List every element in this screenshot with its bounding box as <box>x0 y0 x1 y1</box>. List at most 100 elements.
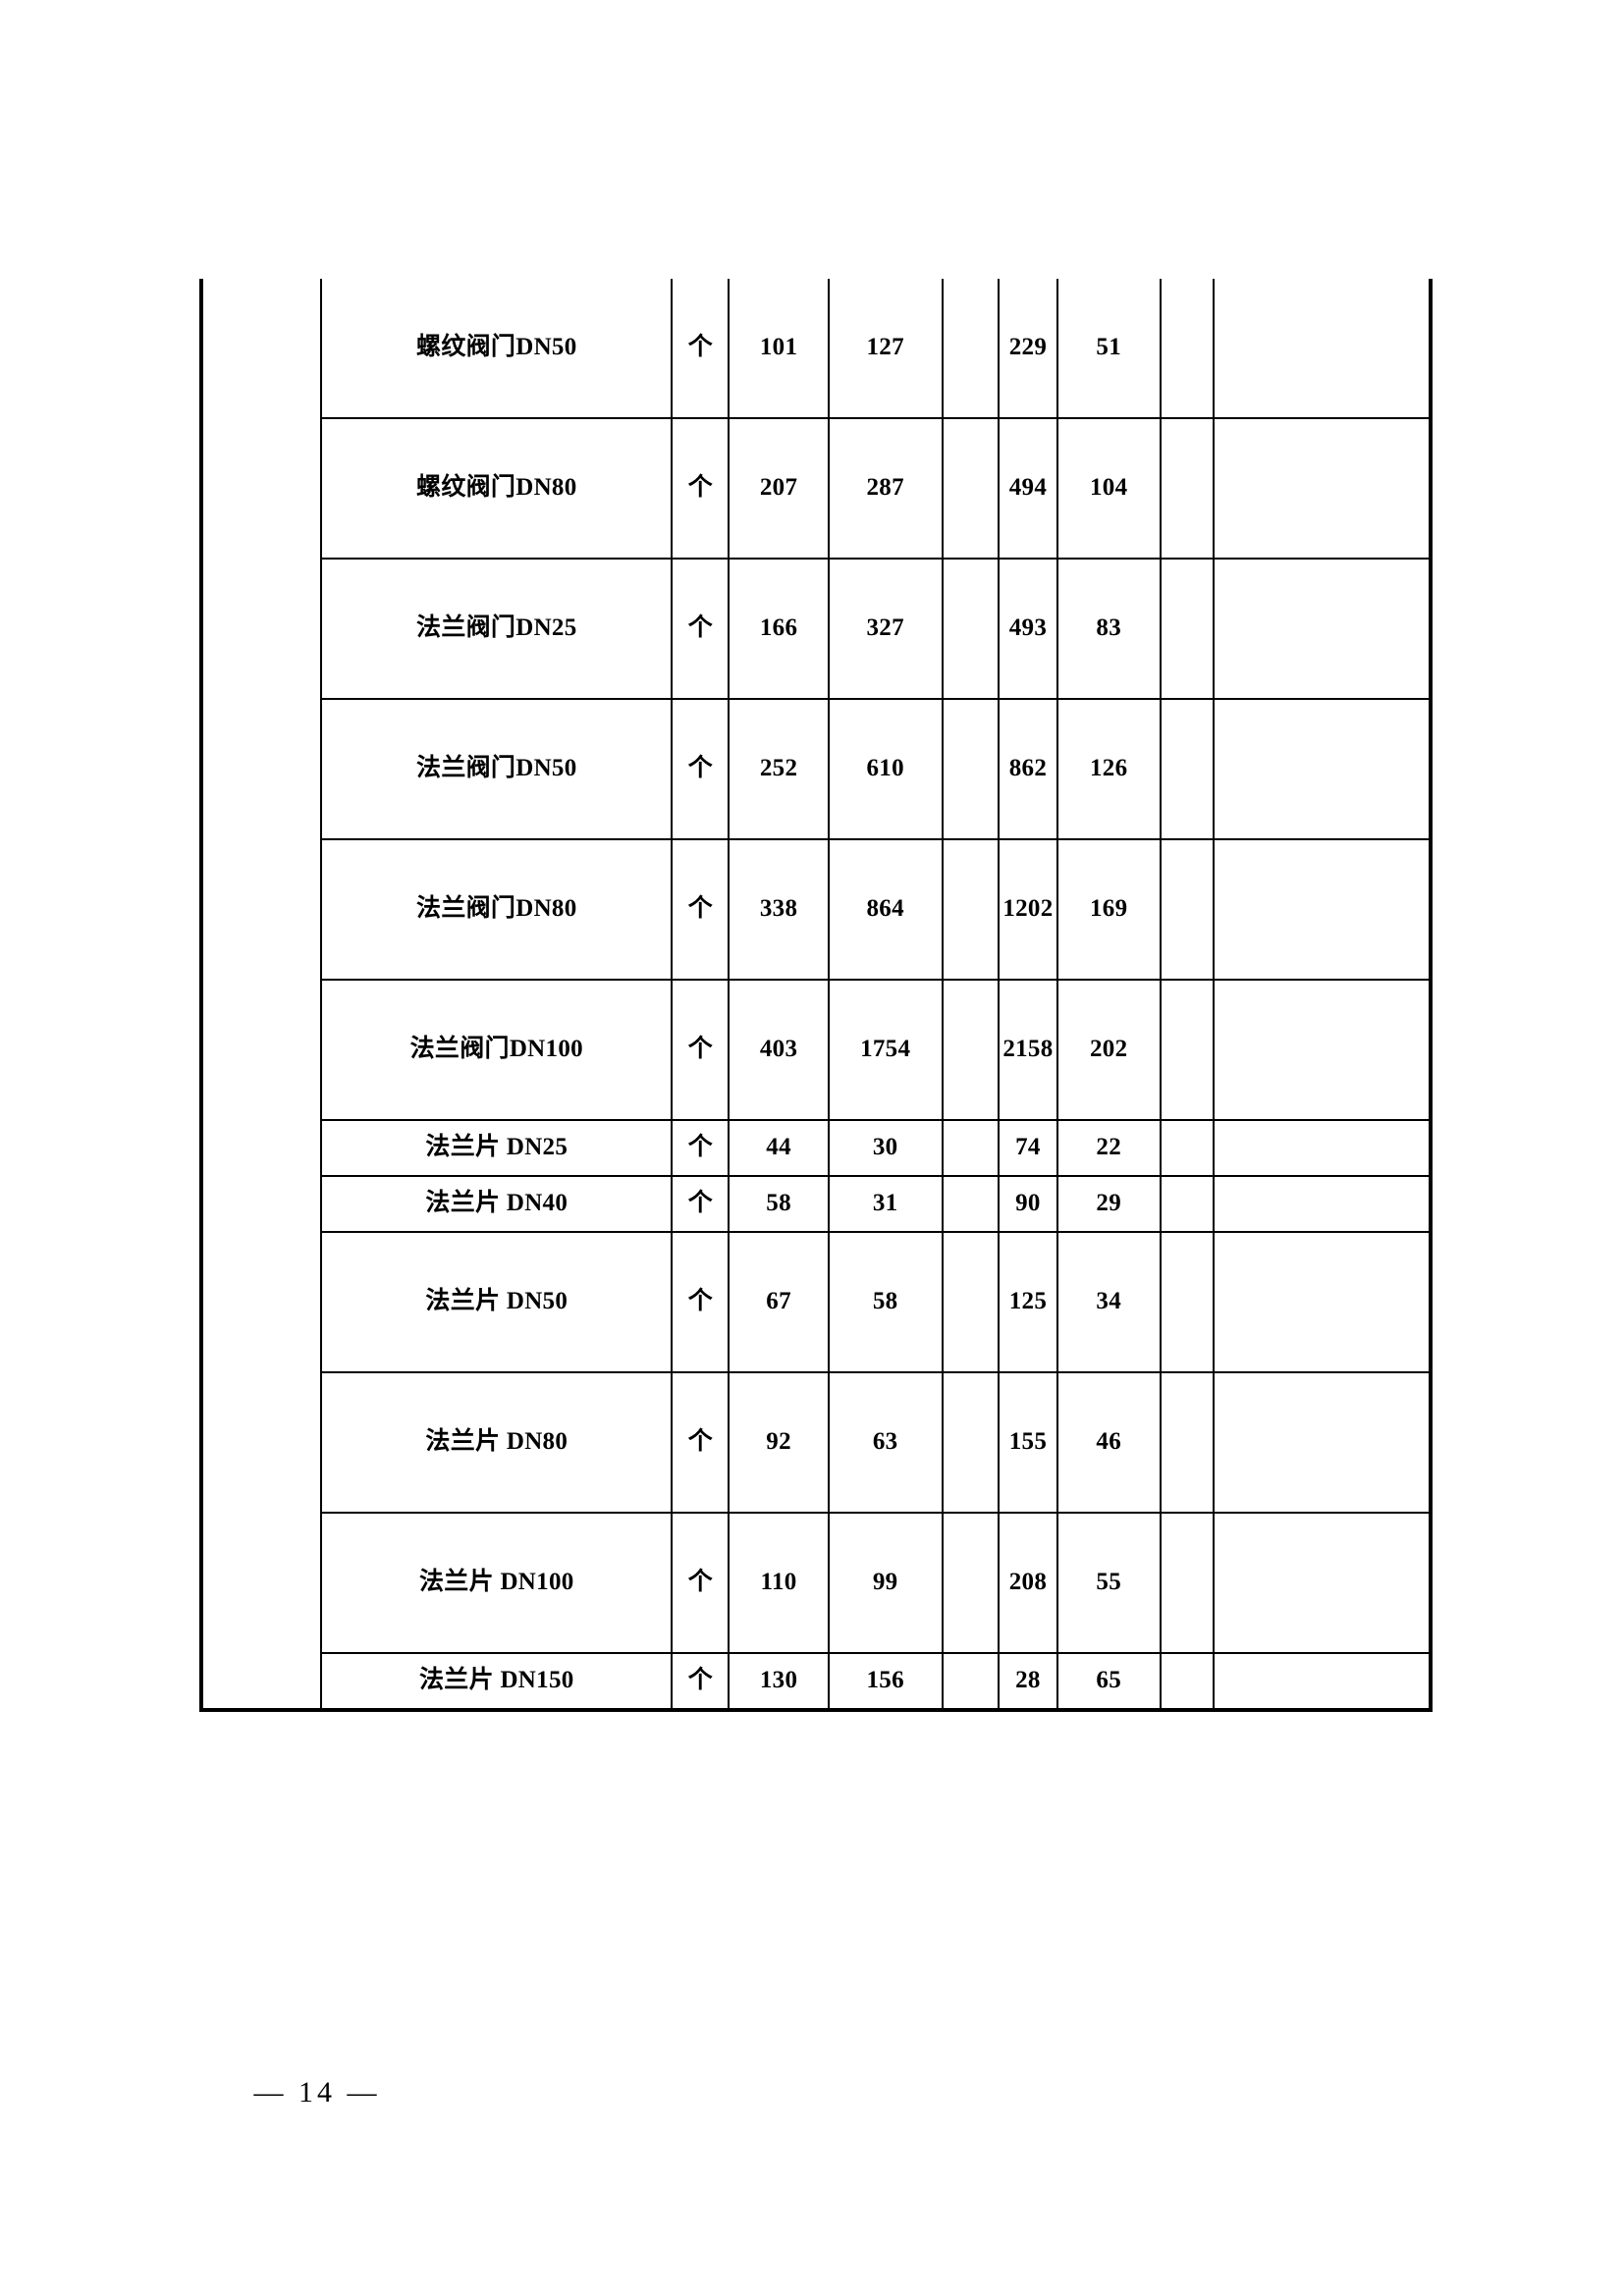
cell-g <box>1213 559 1431 700</box>
cell-a: 166 <box>729 559 830 700</box>
cell-g <box>1213 1232 1431 1373</box>
table-row: 法兰片 DN80 个 92 63 155 46 <box>201 1372 1431 1514</box>
cell-b: 58 <box>828 1232 944 1373</box>
cell-unit: 个 <box>672 980 731 1121</box>
cell-f <box>1160 1372 1215 1514</box>
cell-b: 30 <box>828 1120 944 1177</box>
cell-name: 法兰片 DN40 <box>321 1176 674 1233</box>
cell-d: 90 <box>999 1176 1058 1233</box>
cell-b: 31 <box>828 1176 944 1233</box>
cell-g <box>1213 1513 1431 1654</box>
cell-b: 1754 <box>828 980 944 1121</box>
cell-unit: 个 <box>672 1120 731 1177</box>
cell-g <box>1213 1176 1431 1233</box>
cell-unit: 个 <box>672 839 731 981</box>
cell-d: 862 <box>999 699 1058 840</box>
cell-d: 125 <box>999 1232 1058 1373</box>
cell-name: 螺纹阀门DN50 <box>321 279 674 419</box>
cell-a: 44 <box>729 1120 830 1177</box>
cell-name: 法兰片 DN50 <box>321 1232 674 1373</box>
cell-f <box>1160 418 1215 560</box>
cell-c <box>942 559 1001 700</box>
cell-unit: 个 <box>672 559 731 700</box>
table-row: 法兰阀门DN100 个 403 1754 2158 202 <box>201 980 1431 1121</box>
cell-e: 126 <box>1056 699 1162 840</box>
cell-unit: 个 <box>672 1232 731 1373</box>
cell-name: 法兰阀门DN100 <box>321 980 674 1121</box>
cell-name: 法兰阀门DN80 <box>321 839 674 981</box>
cell-g <box>1213 699 1431 840</box>
cell-unit: 个 <box>672 699 731 840</box>
cell-unit: 个 <box>672 418 731 560</box>
cell-f <box>1160 1232 1215 1373</box>
cell-e: 104 <box>1056 418 1162 560</box>
cell-f <box>1160 279 1215 419</box>
table-row: 法兰片 DN50 个 67 58 125 34 <box>201 1232 1431 1373</box>
cell-d: 229 <box>999 279 1058 419</box>
cell-c <box>942 1176 1001 1233</box>
cell-g <box>1213 1372 1431 1514</box>
cell-unit: 个 <box>672 1372 731 1514</box>
cell-name: 螺纹阀门DN80 <box>321 418 674 560</box>
cell-c <box>942 1513 1001 1654</box>
cell-b: 156 <box>828 1653 944 1710</box>
table-row: 法兰阀门DN80 个 338 864 1202 169 <box>201 839 1431 981</box>
cell-a: 207 <box>729 418 830 560</box>
cell-c <box>942 279 1001 419</box>
table-row: 法兰片 DN150 个 130 156 28 65 <box>201 1653 1431 1710</box>
cell-e: 83 <box>1056 559 1162 700</box>
table-row: 法兰阀门DN50 个 252 610 862 126 <box>201 699 1431 840</box>
cell-b: 63 <box>828 1372 944 1514</box>
cell-name: 法兰阀门DN25 <box>321 559 674 700</box>
cell-f <box>1160 1176 1215 1233</box>
cell-name: 法兰片 DN150 <box>321 1653 674 1710</box>
cell-f <box>1160 559 1215 700</box>
cell-d: 494 <box>999 418 1058 560</box>
cell-c <box>942 1372 1001 1514</box>
cell-unit: 个 <box>672 1176 731 1233</box>
cell-name: 法兰片 DN100 <box>321 1513 674 1654</box>
cell-a: 101 <box>729 279 830 419</box>
price-table-container: 螺纹阀门DN50 个 101 127 229 51 螺纹阀门DN80 个 207 287 494 10… <box>199 279 1433 1712</box>
cell-d: 493 <box>999 559 1058 700</box>
cell-c <box>942 980 1001 1121</box>
cell-e: 65 <box>1056 1653 1162 1710</box>
table-row: 螺纹阀门DN80 个 207 287 494 104 <box>201 418 1431 560</box>
page-number: — 14 — <box>253 2076 381 2109</box>
cell-g <box>1213 279 1431 419</box>
cell-e: 22 <box>1056 1120 1162 1177</box>
cell-g <box>1213 418 1431 560</box>
cell-d: 28 <box>999 1653 1058 1710</box>
cell-e: 169 <box>1056 839 1162 981</box>
cell-d: 208 <box>999 1513 1058 1654</box>
cell-unit: 个 <box>672 279 731 419</box>
cell-b: 99 <box>828 1513 944 1654</box>
cell-e: 55 <box>1056 1513 1162 1654</box>
table-row: 螺纹阀门DN50 个 101 127 229 51 <box>201 279 1431 1711</box>
cell-d: 2158 <box>999 980 1058 1121</box>
cell-name: 法兰阀门DN50 <box>321 699 674 840</box>
cell-f <box>1160 839 1215 981</box>
cell-e: 29 <box>1056 1176 1162 1233</box>
price-table: 螺纹阀门DN50 个 101 127 229 51 螺纹阀门DN80 个 207 287 494 10… <box>199 279 1433 1712</box>
cell-c <box>942 1653 1001 1710</box>
cell-f <box>1160 1653 1215 1710</box>
cell-b: 327 <box>828 559 944 700</box>
cell-unit: 个 <box>672 1513 731 1654</box>
cell-g <box>1214 1653 1431 1710</box>
cell-c <box>942 1232 1001 1373</box>
cell-f <box>1160 1513 1215 1654</box>
cell-f <box>1160 980 1215 1121</box>
cell-a: 130 <box>729 1653 830 1710</box>
cell-c <box>942 418 1001 560</box>
cell-c <box>942 1120 1001 1177</box>
cell-c <box>942 699 1001 840</box>
cell-a: 403 <box>729 980 830 1121</box>
cell-d: 1202 <box>999 839 1058 981</box>
cell-e: 51 <box>1056 279 1162 419</box>
cell-b: 864 <box>828 839 944 981</box>
cell-a: 338 <box>729 839 830 981</box>
price-table-body: 螺纹阀门DN50 个 101 127 229 51 螺纹阀门DN80 个 207 287 494 10… <box>201 279 1431 1711</box>
cell-b: 127 <box>828 279 944 419</box>
cell-c <box>942 839 1001 981</box>
